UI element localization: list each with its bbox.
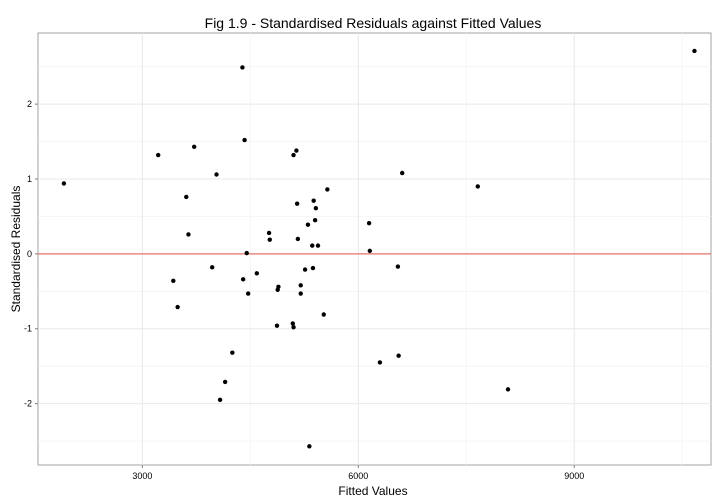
data-point [230,350,235,355]
data-point [290,321,296,326]
data-point [505,387,511,392]
data-point [240,277,246,282]
data-point [214,172,219,177]
data-point [325,187,330,192]
data-point [186,232,191,237]
data-point [184,194,189,200]
data-point [312,217,318,223]
chart-title: Fig 1.9 - Standardised Residuals against… [205,15,542,31]
data-point [298,291,303,296]
data-point [61,181,67,186]
x-axis-label: Fitted Values [338,484,407,498]
data-point [395,264,401,269]
data-point [295,236,301,242]
data-point [242,137,247,143]
data-point [245,291,251,296]
data-point [274,323,280,328]
data-point [307,444,312,449]
y-tick-label: -2 [24,399,32,409]
x-tick-label: 6000 [348,471,368,481]
minor-gridlines [38,33,711,465]
y-tick-label: 0 [27,249,32,259]
data-point [267,237,272,242]
y-axis-label: Standardised Residuals [9,186,23,313]
data-point [276,284,281,290]
data-points [61,48,697,449]
data-point [315,243,321,248]
data-point [305,222,311,227]
y-tick-label: 1 [27,174,32,184]
data-point [313,205,319,211]
data-point [692,48,697,54]
data-point [302,267,308,272]
data-point [396,353,401,358]
data-point [311,198,316,203]
data-point [310,265,316,271]
y-tick-label: 2 [27,99,32,109]
y-tick-label: -1 [24,324,32,334]
data-point [321,312,326,317]
data-point [367,248,373,254]
data-point [298,283,303,288]
data-point [175,304,180,310]
data-point [294,201,300,206]
data-point [244,250,249,256]
data-point [217,397,223,403]
data-point [294,148,299,153]
data-point [209,265,215,270]
y-axis-ticks: -2 -1 0 1 2 [24,99,38,409]
x-tick-label: 9000 [564,471,584,481]
data-point [366,220,372,226]
data-point [291,152,296,158]
x-tick-label: 3000 [132,471,152,481]
data-point [222,379,228,385]
data-point [254,271,260,276]
data-point [310,243,315,248]
data-point [377,360,383,365]
data-point [171,278,176,284]
x-axis-ticks: 3000 6000 9000 [132,465,584,481]
data-point [475,184,480,189]
plot-panel [37,32,712,466]
data-point [191,144,197,150]
data-point [291,325,296,330]
data-point [266,230,272,236]
data-point [240,65,245,70]
data-point [400,170,405,176]
data-point [156,152,161,158]
